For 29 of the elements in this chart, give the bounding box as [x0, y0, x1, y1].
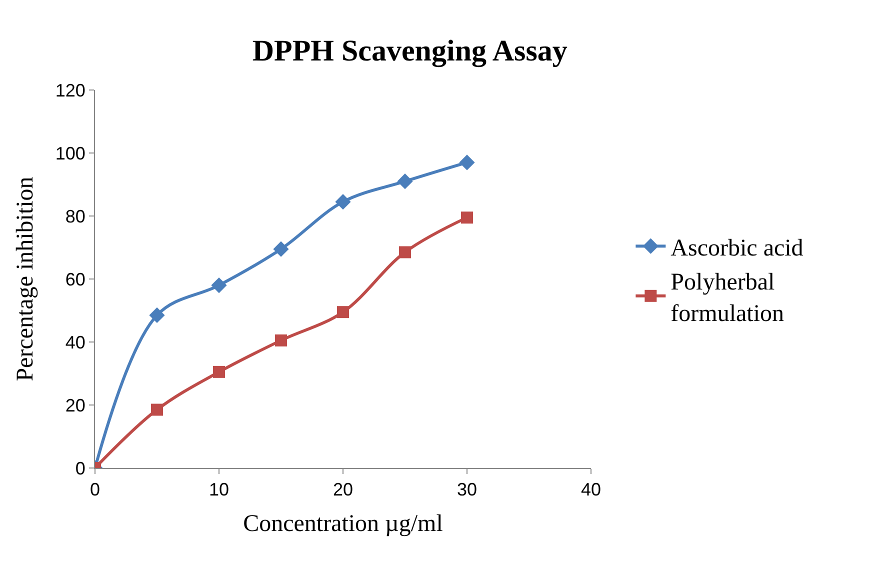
- x-tick-label: 40: [580, 480, 602, 500]
- x-axis-title: Concentration µg/ml: [243, 510, 444, 537]
- legend-label: Ascorbic acid: [670, 235, 804, 262]
- y-tick-label: 100: [55, 143, 86, 164]
- point: [399, 246, 411, 258]
- x-tick-label: 30: [456, 480, 478, 500]
- y-tick-label: 0: [75, 458, 86, 478]
- y-tick-label: 80: [65, 206, 86, 226]
- point: [335, 194, 351, 210]
- y-axis-title: Percentage inhibition: [12, 176, 38, 382]
- point: [275, 334, 287, 346]
- x-tick-label: 0: [90, 480, 100, 500]
- y-tick-label: 40: [65, 332, 86, 352]
- point: [213, 366, 225, 378]
- point: [273, 241, 289, 257]
- chart-title: DPPH Scavenging Assay: [252, 34, 568, 68]
- y-tick-label: 60: [65, 269, 86, 290]
- point: [459, 154, 475, 170]
- x-tick-label: 10: [208, 480, 230, 500]
- point: [151, 404, 163, 416]
- point: [149, 307, 165, 324]
- point: [211, 278, 227, 294]
- y-tick-label: 120: [55, 80, 86, 100]
- y-tick-label: 20: [65, 395, 86, 416]
- point: [397, 174, 413, 190]
- point: [337, 306, 349, 318]
- x-tick-label: 20: [332, 480, 354, 500]
- legend-label: Polyherbal formulation: [670, 270, 784, 327]
- point: [461, 212, 473, 224]
